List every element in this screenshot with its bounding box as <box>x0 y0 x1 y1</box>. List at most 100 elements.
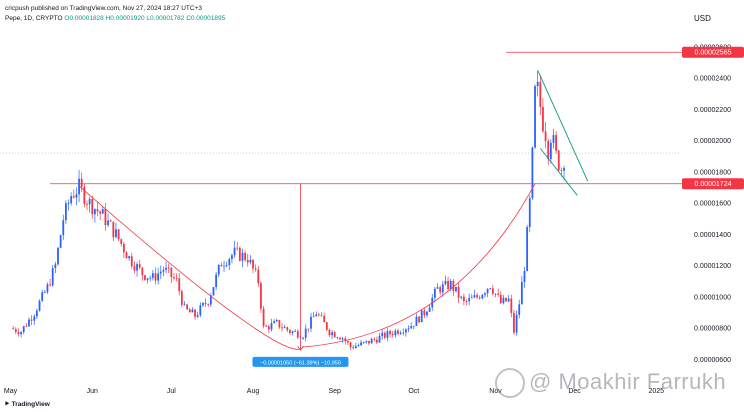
candle-body <box>323 315 326 323</box>
candle-body <box>294 331 297 333</box>
candle-body <box>217 264 220 275</box>
candle-body <box>547 140 550 160</box>
candle-body <box>441 284 444 293</box>
brand-text: TradingView <box>11 401 50 408</box>
candle-body <box>78 178 80 195</box>
candle-body <box>341 338 344 340</box>
candle-body <box>312 316 315 318</box>
candle-body <box>286 327 289 331</box>
y-tick-label: 0.00001000 <box>694 294 731 301</box>
candle-body <box>536 81 539 87</box>
candle-body <box>128 256 131 259</box>
x-tick-label: Aug <box>247 388 260 395</box>
candle-body <box>207 304 210 305</box>
candle-body <box>357 345 360 347</box>
candle-body <box>199 305 202 316</box>
candle-body <box>455 286 457 292</box>
candle-body <box>497 293 500 295</box>
x-tick-label: Jul <box>167 388 176 395</box>
candle-body <box>20 332 22 335</box>
candle-body <box>473 295 476 298</box>
y-tick-label: 0.00001600 <box>694 201 731 208</box>
candle-body <box>204 302 207 305</box>
candle-body <box>35 310 38 317</box>
candle-body <box>381 332 384 336</box>
candle-body <box>220 264 223 267</box>
candle-body <box>173 277 175 279</box>
x-tick-label: Oct <box>408 388 419 395</box>
candle-body <box>412 325 415 327</box>
candle-body <box>325 322 328 330</box>
publish-info: cricpush published on TradingView.com, N… <box>5 5 202 12</box>
candle-body <box>439 287 442 293</box>
candle-body <box>499 294 502 304</box>
candle-body <box>133 266 136 271</box>
candle-body <box>433 288 436 298</box>
watermark-text: @ Moakhir Farrukh <box>529 368 727 394</box>
candle-body <box>130 256 133 267</box>
candle-body <box>209 295 212 305</box>
candle-body <box>539 81 542 107</box>
candle-body <box>531 147 534 199</box>
candle-body <box>186 304 189 310</box>
level-price-tag <box>682 178 744 190</box>
candle-body <box>104 209 107 226</box>
candle-body <box>352 347 355 349</box>
candle-body <box>146 278 149 280</box>
candle-body <box>231 255 233 260</box>
candle-body <box>373 338 376 340</box>
candle-body <box>289 330 291 333</box>
candle-body <box>344 338 347 342</box>
candle-body <box>14 329 17 332</box>
candle-body <box>489 288 492 290</box>
candle-body <box>354 346 357 349</box>
candle-body <box>246 259 249 263</box>
candle-body <box>41 292 44 301</box>
candle-body <box>270 323 273 330</box>
candle-body <box>138 264 141 268</box>
candle-body <box>476 295 478 298</box>
candle-body <box>383 332 386 338</box>
candle-body <box>75 194 78 198</box>
candle-body <box>54 264 57 269</box>
candle-body <box>175 278 178 279</box>
measure-arrowhead <box>297 345 304 351</box>
candle-body <box>528 198 531 227</box>
watermark-avatar <box>495 368 525 398</box>
wedge-lower <box>539 148 578 196</box>
x-tick-label: 2025 <box>648 388 664 395</box>
candle-body <box>296 331 299 338</box>
candle-body <box>362 342 365 343</box>
candle-body <box>320 315 323 316</box>
candle-body <box>101 209 104 214</box>
candle-body <box>542 106 544 132</box>
candle-body <box>80 178 83 187</box>
candle-body <box>236 247 239 249</box>
candle-body <box>72 196 75 198</box>
candle-body <box>194 309 196 317</box>
candle-body <box>549 142 552 160</box>
candle-body <box>241 252 244 261</box>
candle-body <box>555 135 558 151</box>
candle-body <box>402 332 405 334</box>
candle-body <box>91 198 94 215</box>
candle-body <box>518 304 521 315</box>
cup-curve <box>78 183 536 350</box>
candle-body <box>262 308 265 327</box>
candle-body <box>491 288 494 294</box>
candle-body <box>62 220 65 236</box>
candle-body <box>267 326 270 330</box>
candle-body <box>415 316 418 326</box>
y-tick-label: 0.00000600 <box>694 357 731 364</box>
candle-body <box>70 196 73 204</box>
candle-body <box>283 327 286 329</box>
candle-body <box>407 328 410 330</box>
x-tick-label: Dec <box>568 388 581 395</box>
candle-body <box>397 330 399 334</box>
candle-body <box>347 341 349 343</box>
candle-body <box>202 302 204 306</box>
candle-body <box>180 291 183 305</box>
candle-body <box>444 280 447 285</box>
candle-body <box>25 326 28 328</box>
